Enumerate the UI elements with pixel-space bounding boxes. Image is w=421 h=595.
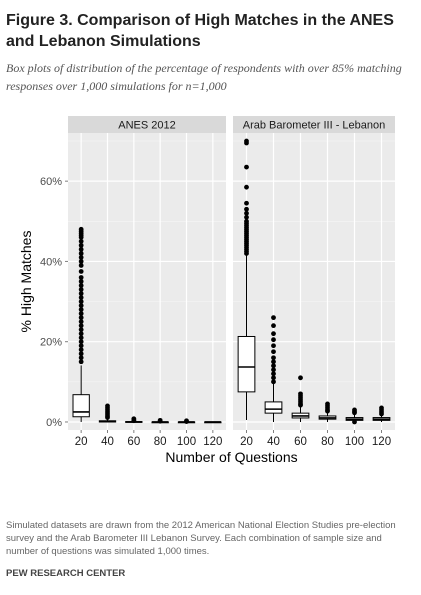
box-iqr <box>264 401 283 414</box>
x-tick-label: 40 <box>267 436 280 448</box>
outlier-point <box>78 275 84 280</box>
outlier-point <box>78 255 84 260</box>
y-tick-label: 0% <box>46 417 62 429</box>
outlier-point <box>78 359 84 365</box>
outlier-point <box>271 375 276 381</box>
outlier-point <box>78 269 84 274</box>
outlier-point <box>78 315 84 321</box>
outlier-point <box>244 214 249 220</box>
outlier-point <box>78 283 84 288</box>
facet-title: Arab Barometer III - Lebanon <box>243 120 385 132</box>
panel-background <box>68 133 226 430</box>
x-tick-label: 20 <box>240 436 253 448</box>
x-tick-label: 60 <box>127 436 140 448</box>
source-credit: PEW RESEARCH CENTER <box>6 568 126 579</box>
outlier-point <box>244 251 249 256</box>
box-iqr <box>72 394 90 418</box>
outlier-point <box>78 351 84 357</box>
outlier-point <box>271 343 276 349</box>
outlier-point <box>78 303 84 308</box>
x-tick-label: 40 <box>101 436 114 448</box>
outlier-point <box>78 291 84 296</box>
y-tick-label: 40% <box>40 256 62 268</box>
outlier-point <box>78 323 84 329</box>
outlier-point <box>271 371 276 377</box>
outlier-point <box>78 295 84 300</box>
x-tick-label: 100 <box>177 436 196 448</box>
outlier-point <box>244 206 249 212</box>
box-iqr <box>237 335 256 393</box>
outlier-point <box>78 299 84 304</box>
outlier-point <box>78 279 84 284</box>
outlier-point <box>78 234 84 240</box>
y-axis-title: % High Matches <box>18 231 34 333</box>
outlier-point <box>78 355 84 361</box>
outlier-point <box>78 307 84 312</box>
facet-title: ANES 2012 <box>118 120 175 132</box>
outlier-point <box>78 327 84 333</box>
outlier-point <box>78 343 84 349</box>
outlier-point <box>244 140 249 146</box>
outlier-point <box>78 319 84 325</box>
footnote: Simulated datasets are drawn from the 20… <box>6 520 396 557</box>
x-tick-label: 60 <box>294 436 307 448</box>
outlier-point <box>184 419 189 424</box>
outlier-point <box>78 335 84 341</box>
outlier-point <box>244 164 249 170</box>
outlier-point <box>78 311 84 317</box>
outlier-point <box>271 367 276 373</box>
x-axis-title: Number of Questions <box>165 449 297 465</box>
outlier-point <box>78 287 84 292</box>
outlier-point <box>271 363 276 369</box>
x-tick-label: 120 <box>203 436 222 448</box>
outlier-point <box>78 251 84 256</box>
x-tick-label: 120 <box>372 436 391 448</box>
y-tick-label: 60% <box>40 176 62 188</box>
outlier-point <box>271 355 276 361</box>
outlier-point <box>352 419 357 425</box>
x-tick-label: 100 <box>345 436 364 448</box>
outlier-point <box>325 408 330 414</box>
outlier-point <box>78 238 84 244</box>
outlier-point <box>271 315 276 321</box>
outlier-point <box>78 259 84 264</box>
x-tick-label: 20 <box>75 436 88 448</box>
outlier-point <box>271 349 276 355</box>
outlier-point <box>244 210 249 216</box>
chart-subtitle: Box plots of distribution of the percent… <box>6 61 402 93</box>
outlier-point <box>78 331 84 337</box>
y-tick-label: 20% <box>40 337 62 349</box>
outlier-point <box>78 246 84 252</box>
boxplot-chart: % High Matches 0% 20% 40% 60% ANES 2012 20 40 60… <box>18 116 395 465</box>
outlier-point <box>105 415 110 420</box>
outlier-point <box>298 402 303 408</box>
facet-strip <box>233 116 395 133</box>
outlier-point <box>271 379 276 385</box>
outlier-point <box>131 418 137 424</box>
outlier-point <box>271 337 276 343</box>
outlier-point <box>78 242 84 248</box>
outlier-point <box>244 200 249 206</box>
outlier-point <box>271 331 276 337</box>
chart-title: Figure 3. Comparison of High Matches in … <box>6 12 394 50</box>
outlier-point <box>78 347 84 353</box>
outlier-point <box>157 418 163 424</box>
outlier-point <box>271 359 276 365</box>
x-tick-label: 80 <box>154 436 167 448</box>
outlier-point <box>78 263 84 268</box>
outlier-point <box>379 411 384 417</box>
outlier-point <box>298 375 303 381</box>
outlier-point <box>78 339 84 345</box>
facet-strip <box>68 116 226 133</box>
outlier-point <box>244 184 249 190</box>
panel-background <box>233 133 395 430</box>
outlier-point <box>352 410 357 416</box>
outlier-point <box>271 323 276 329</box>
x-tick-label: 80 <box>321 436 334 448</box>
